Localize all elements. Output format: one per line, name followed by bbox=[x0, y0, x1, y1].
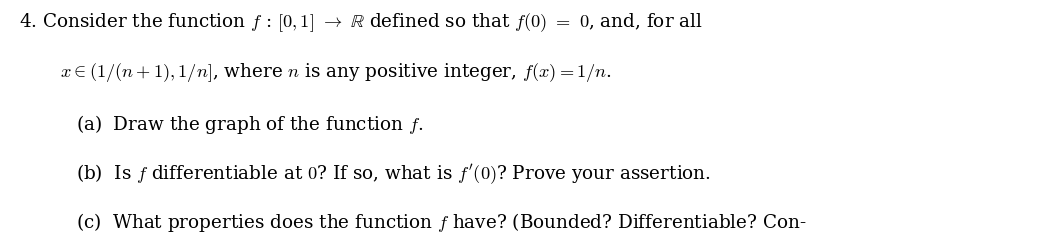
Text: (b)  Is $f$ differentiable at $0$? If so, what is $f'(0)$? Prove your assertion.: (b) Is $f$ differentiable at $0$? If so,… bbox=[76, 161, 711, 185]
Text: (c)  What properties does the function $f$ have? (Bounded? Differentiable? Con-: (c) What properties does the function $f… bbox=[76, 210, 808, 233]
Text: (a)  Draw the graph of the function $f$.: (a) Draw the graph of the function $f$. bbox=[76, 112, 424, 135]
Text: 4. Consider the function $f$ : $[0, 1]$ $\rightarrow$ $\mathbb{R}$ defined so th: 4. Consider the function $f$ : $[0, 1]$ … bbox=[19, 11, 703, 34]
Text: $x \in (1/(n+1), 1/n]$, where $n$ is any positive integer, $f(x) = 1/n$.: $x \in (1/(n+1), 1/n]$, where $n$ is any… bbox=[60, 60, 612, 83]
